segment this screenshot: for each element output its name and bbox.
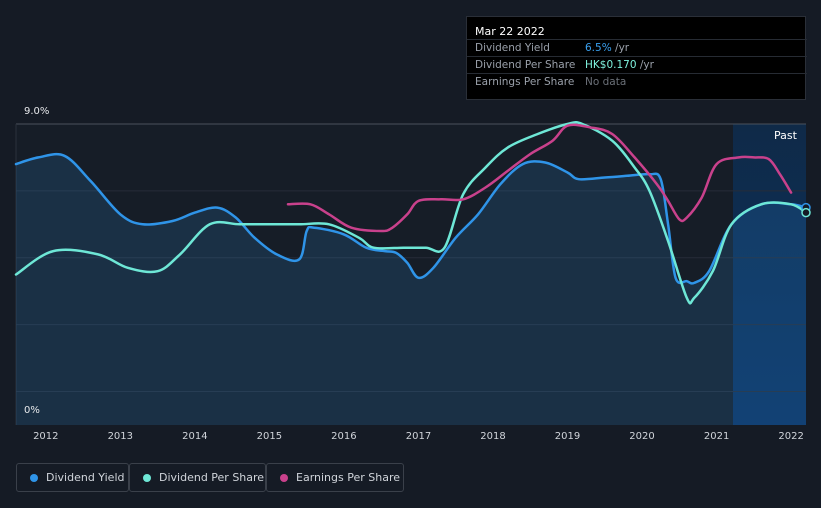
x-tick-label: 2021: [703, 431, 730, 442]
tooltip-value: No data: [585, 76, 627, 88]
y-tick-label-max: 9.0%: [24, 106, 50, 117]
x-tick-label: 2022: [778, 431, 804, 442]
tooltip-row-earnings-per-share: Earnings Per Share No data: [467, 73, 807, 90]
legend-item-dividend-yield[interactable]: Dividend Yield: [16, 463, 129, 492]
tooltip-row-dividend-per-share: Dividend Per Share HK$0.170 /yr: [467, 56, 807, 73]
x-tick-label: 2016: [331, 431, 357, 442]
x-tick-label: 2018: [480, 431, 506, 442]
tooltip: Mar 22 2022 Dividend Yield 6.5% /yr Divi…: [466, 16, 807, 100]
tooltip-value: HK$0.170 /yr: [585, 59, 654, 71]
tooltip-row-dividend-yield: Dividend Yield 6.5% /yr: [467, 39, 807, 56]
y-tick-label-min: 0%: [24, 405, 40, 416]
series-line-earnings-per-share: [286, 123, 793, 233]
legend-dot-icon: [30, 473, 38, 482]
x-tick-label: 2012: [33, 431, 59, 442]
tooltip-label: Dividend Yield: [475, 42, 550, 54]
legend-dot-icon: [143, 473, 151, 482]
x-tick-label: 2020: [629, 431, 655, 442]
tooltip-date: Mar 22 2022: [475, 25, 545, 38]
x-tick-label: 2015: [256, 431, 283, 442]
series-line-dividend-yield: [14, 152, 808, 285]
x-tick-label: 2019: [554, 431, 581, 442]
endpoint-marker: [801, 207, 811, 218]
tooltip-label: Earnings Per Share: [475, 76, 575, 88]
tooltip-label: Dividend Per Share: [475, 59, 576, 71]
legend-label: Earnings Per Share: [296, 471, 401, 484]
legend-item-earnings-per-share[interactable]: Earnings Per Share: [266, 463, 404, 492]
series-layer: [14, 121, 811, 425]
tooltip-value: 6.5% /yr: [585, 42, 630, 54]
x-tick-label: 2014: [182, 431, 208, 442]
past-label: Past: [774, 129, 797, 142]
legend-label: Dividend Per Share: [159, 471, 265, 484]
x-tick-label: 2013: [107, 431, 134, 442]
past-shading: [733, 124, 806, 425]
legend-label: Dividend Yield: [46, 471, 125, 484]
legend-dot-icon: [280, 473, 288, 482]
series-line-dividend-per-share: [14, 121, 808, 305]
x-tick-label: 2017: [405, 431, 432, 442]
legend-item-dividend-per-share[interactable]: Dividend Per Share: [129, 463, 266, 492]
